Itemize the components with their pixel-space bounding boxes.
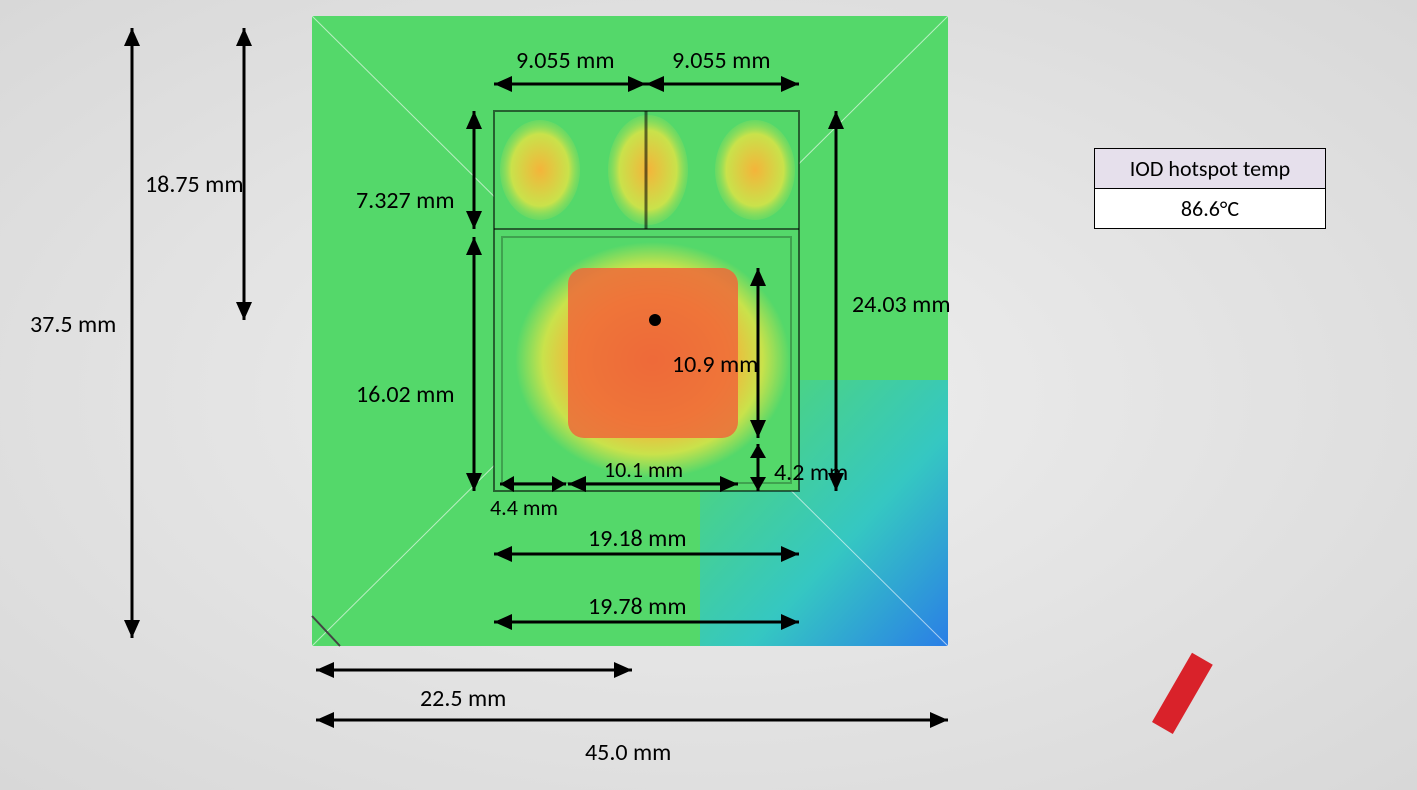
dim-16-02: 16.02 mm [356,380,454,409]
dim-19-18: 19.18 mm [588,524,686,553]
hotspot-table-header: IOD hotspot temp [1095,149,1325,189]
dim-37-5: 37.5 mm [30,310,116,339]
hotspot-table: IOD hotspot temp 86.6°C [1094,148,1326,229]
dim-10-9: 10.9 mm [672,350,758,379]
dim-4-4: 4.4 mm [490,494,558,521]
dim-9055a: 9.055 mm [516,46,614,75]
dim-7-327: 7.327 mm [356,186,454,215]
dim-45: 45.0 mm [585,738,671,767]
dim-19-78: 19.78 mm [588,592,686,621]
dim-4-2: 4.2 mm [774,458,848,487]
dim-10-1: 10.1 mm [604,456,683,483]
dim-18-75: 18.75 mm [145,170,243,199]
hotspot-table-value: 86.6°C [1095,189,1325,228]
dim-24-03: 24.03 mm [852,290,950,319]
dim-9055b: 9.055 mm [672,46,770,75]
dim-22-5: 22.5 mm [420,684,506,713]
